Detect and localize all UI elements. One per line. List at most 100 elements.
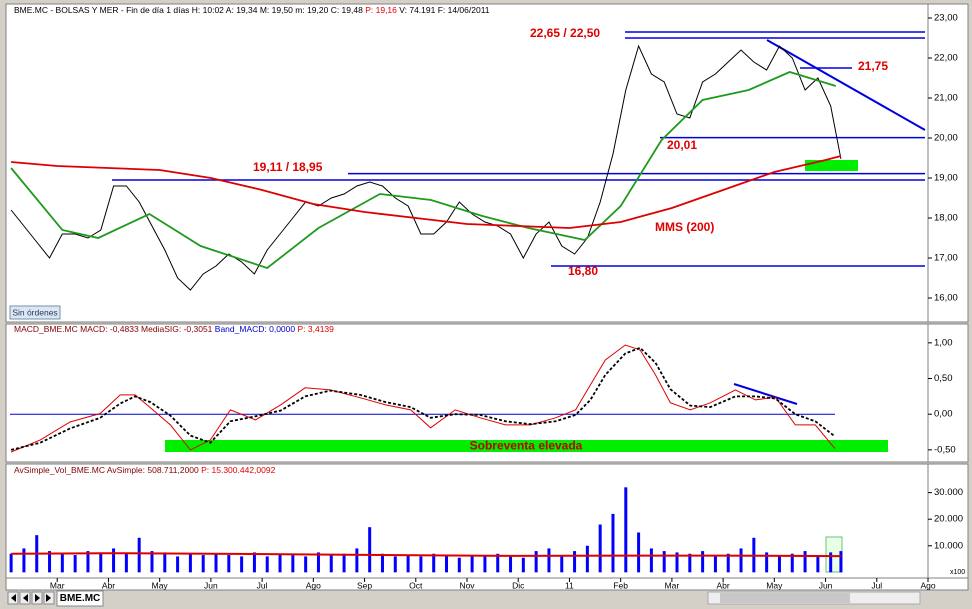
volume-bar <box>777 555 781 573</box>
volume-bar <box>316 552 320 573</box>
oversold-band <box>165 440 888 452</box>
annotation: 19,11 / 18,95 <box>253 160 323 174</box>
y-tick-label: 21,00 <box>934 93 958 104</box>
volume-bar <box>393 556 397 573</box>
volume-bar <box>547 548 551 573</box>
volume-bar <box>483 555 487 573</box>
volume-bar <box>688 553 692 573</box>
x-tick-label: May <box>152 580 169 590</box>
volume-bar <box>790 553 794 573</box>
macd-trend-line <box>733 383 798 405</box>
volume-bar <box>188 553 192 573</box>
header-volume: V: 74.191 F: 14/06/2011 <box>399 5 490 15</box>
volume-bar <box>304 556 308 573</box>
x-tick-label: Jul <box>871 580 882 590</box>
header-p: P: 19,16 <box>365 5 397 15</box>
x-tick-label: Oct <box>409 580 423 590</box>
average-line <box>11 552 841 558</box>
y-tick-label: 10.000 <box>934 540 963 551</box>
volume-header-main: AvSimple_Vol_BME.MC AvSimple: 508.711,20… <box>14 465 199 475</box>
annotation: MMS (200) <box>655 220 714 234</box>
orders-button[interactable] <box>9 305 61 320</box>
volume-bar <box>637 532 641 573</box>
volume-bar <box>99 552 103 573</box>
volume-bar <box>329 555 333 573</box>
volume-bar <box>521 557 525 573</box>
symbol-tab-label[interactable]: BME.MC <box>60 593 101 604</box>
x-tick-label: Ago <box>306 580 321 590</box>
x-tick-label: Feb <box>613 580 628 590</box>
volume-bar <box>137 537 141 573</box>
volume-panel <box>5 463 929 579</box>
volume-bar <box>573 551 577 573</box>
header-info: BME.MC - BOLSAS Y MER - Fin de día 1 día… <box>14 5 363 15</box>
volume-bar <box>839 551 843 573</box>
macd-header-p: P: 3,4139 <box>297 324 334 334</box>
x-tick-label: Ago <box>920 580 935 590</box>
y-tick-label: 20,00 <box>934 133 958 144</box>
macd-axis-panel <box>927 323 969 463</box>
y-tick-label: 20.000 <box>934 514 963 525</box>
volume-bar <box>9 553 13 573</box>
price-header: BME.MC - BOLSAS Y MER - Fin de día 1 día… <box>14 5 490 15</box>
volume-bar <box>240 556 244 573</box>
y-tick-label: 18,00 <box>934 213 958 224</box>
volume-bar <box>598 524 602 573</box>
volume-bar <box>560 555 564 573</box>
orders-button-label[interactable]: Sin órdenes <box>12 307 57 317</box>
time-axis-panel <box>5 577 969 591</box>
volume-bar <box>86 551 90 573</box>
symbol-tab[interactable] <box>56 590 104 607</box>
x-tick-label: Dic <box>512 580 525 590</box>
volume-bar <box>739 548 743 573</box>
x-tick-label: Mar <box>665 580 680 590</box>
x-tick-label: Jun <box>204 580 218 590</box>
scroll-thumb[interactable] <box>720 593 850 603</box>
volume-bar <box>124 553 128 573</box>
x-tick-label: Abr <box>716 580 729 590</box>
volume-bar <box>726 553 730 573</box>
volume-bar <box>611 513 615 573</box>
navigation-bar: BME.MC <box>6 590 968 607</box>
x-tick-label: May <box>766 580 783 590</box>
volume-bar <box>765 552 769 573</box>
volume-bar <box>649 548 653 573</box>
x-tick-label: Jun <box>819 580 833 590</box>
volume-bar <box>662 551 666 573</box>
volume-bar <box>278 553 282 573</box>
indicator-line <box>11 155 842 229</box>
y-tick-label: 19,00 <box>934 173 958 184</box>
volume-bar <box>214 553 218 573</box>
volume-bar <box>368 527 372 573</box>
volume-bar <box>265 556 269 573</box>
volume-bar <box>419 556 423 573</box>
x-tick-label: Abr <box>102 580 115 590</box>
volume-bar <box>227 555 231 573</box>
volume-bar <box>252 552 256 573</box>
unit-label: x100 <box>950 569 965 576</box>
indicator-line <box>10 71 837 270</box>
x-tick-label: 11 <box>565 580 574 590</box>
y-tick-label: 30.000 <box>934 487 963 498</box>
macd-header-main: MACD_BME.MC MACD: -0,4833 MediaSIG: -0,3… <box>14 324 213 334</box>
price-trend-line <box>766 39 926 131</box>
volume-bar <box>291 555 295 573</box>
volume-bar <box>496 553 500 573</box>
annotation: 20,01 <box>667 138 697 152</box>
volume-bar <box>675 552 679 573</box>
annotation: 22,65 / 22,50 <box>530 26 600 40</box>
indicator-line <box>10 346 836 451</box>
volume-bar <box>48 551 52 573</box>
y-tick-label: 17,00 <box>934 253 958 264</box>
volume-bar <box>457 557 461 573</box>
volume-bar <box>201 555 205 573</box>
x-tick-label: Sep <box>357 580 372 590</box>
volume-bar <box>470 556 474 573</box>
y-tick-label: 16,00 <box>934 293 958 304</box>
volume-bar <box>701 551 705 573</box>
volume-bar <box>624 487 628 573</box>
volume-bar <box>342 553 346 573</box>
volume-bar <box>112 548 116 573</box>
volume-bar <box>432 553 436 573</box>
